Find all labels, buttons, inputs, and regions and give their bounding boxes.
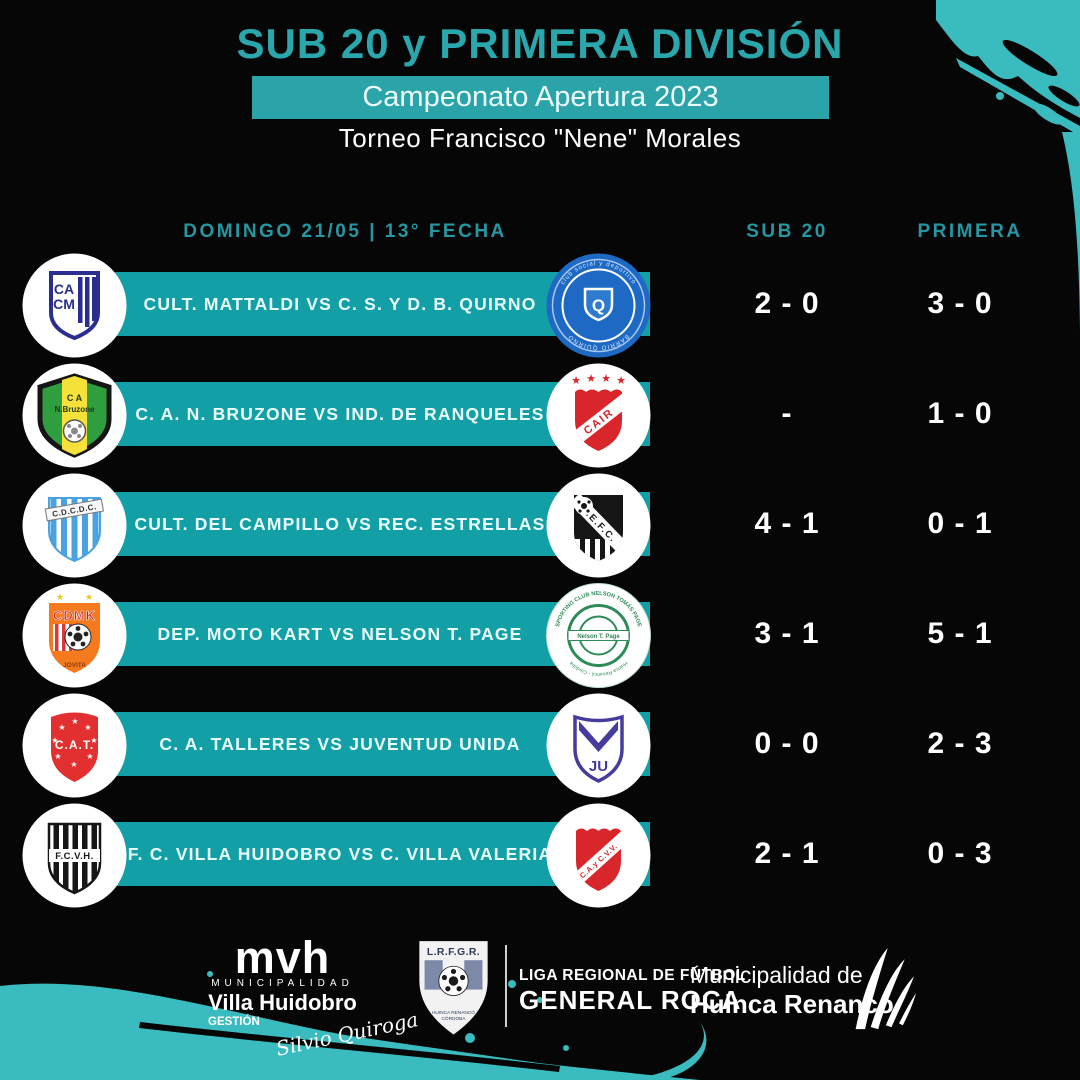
mvh-logo-block: mvh MUNICIPALIDAD Villa Huidobro GESTIÓN… bbox=[200, 932, 420, 1061]
liga-regional-block: LIGA REGIONAL DE FÚTBOL GENERAL ROCA bbox=[519, 967, 746, 1016]
svg-text:★: ★ bbox=[56, 592, 64, 602]
svg-text:★: ★ bbox=[54, 752, 61, 761]
lrfgr-province: CÓRDOBA bbox=[441, 1015, 466, 1022]
score-sub20: - bbox=[781, 397, 793, 430]
logo-letters: JOVITA bbox=[63, 662, 86, 669]
score-primera: 0 - 1 bbox=[927, 507, 993, 540]
svg-text:★: ★ bbox=[51, 736, 58, 745]
logo-letters: Nelson T. Page bbox=[577, 634, 620, 640]
svg-text:★: ★ bbox=[90, 736, 97, 745]
svg-text:★: ★ bbox=[616, 375, 626, 387]
match-label: DEP. MOTO KART VS NELSON T. PAGE bbox=[157, 623, 523, 644]
liga-regional-line2: GENERAL ROCA bbox=[519, 985, 742, 1015]
score-sub20: 2 - 0 bbox=[754, 287, 820, 320]
logo-cult-del-campillo: C.D.C.D.C. bbox=[22, 473, 127, 578]
match-label: C. A. N. BRUZONE VS IND. DE RANQUELES bbox=[135, 403, 545, 424]
match-label: CULT. MATTALDI VS C. S. Y D. B. QUIRNO bbox=[143, 293, 537, 314]
logo-letters: N.Bruzone bbox=[55, 405, 96, 414]
brush-decoration-bottom-left bbox=[0, 971, 707, 1080]
logo-independiente-ranqueles: ★ ★ ★ ★ CAIR bbox=[546, 363, 651, 468]
huinca-line1: Municipalidad de bbox=[690, 962, 863, 988]
score-primera: 1 - 0 bbox=[927, 397, 993, 430]
footer-divider bbox=[505, 945, 507, 1027]
column-header-date: DOMINGO 21/05 | 13° FECHA bbox=[183, 221, 507, 242]
svg-text:★: ★ bbox=[86, 752, 93, 761]
svg-text:★: ★ bbox=[85, 592, 93, 602]
score-primera: 0 - 3 bbox=[927, 837, 993, 870]
logo-letters: CA bbox=[54, 281, 74, 297]
logo-club-villa-valeria: C.A.y C.V.V. bbox=[546, 803, 651, 908]
logo-talleres: ★ ★ ★ ★ ★ ★ ★ ★ C.A.T. bbox=[22, 693, 127, 798]
column-header-primera: PRIMERA bbox=[917, 221, 1023, 242]
logo-deportivo-moto-kart: ★ ★ CDMK JOVITA bbox=[22, 583, 127, 688]
logo-bruzone: C A N.Bruzone bbox=[22, 363, 127, 468]
column-header-sub20: SUB 20 bbox=[746, 221, 828, 242]
svg-text:★: ★ bbox=[84, 723, 91, 732]
match-row-huidobro-valeria: F.C.V.H. F. C. VILLA HUIDOBRO VS C. VILL… bbox=[0, 803, 1080, 913]
score-primera: 3 - 0 bbox=[927, 287, 993, 320]
score-sub20: 3 - 1 bbox=[754, 617, 820, 650]
match-row-motokart-page: ★ ★ CDMK JOVITA DEP. MOTO KART VS bbox=[0, 583, 1080, 693]
logo-letters: CM bbox=[53, 296, 75, 312]
liga-regional-line1: LIGA REGIONAL DE FÚTBOL bbox=[519, 967, 746, 984]
tournament-subtitle: Torneo Francisco "Nene" Morales bbox=[338, 123, 742, 153]
logo-recreativo-estrellas: R.E.F.C. bbox=[546, 473, 651, 578]
match-row-bruzone-ranqueles: C A N.Bruzone C. A. N. BRUZONE VS IND. D… bbox=[0, 363, 1080, 473]
logo-letters: C.A.T. bbox=[55, 738, 94, 752]
logo-nelson-t-page: SPORTING CLUB NELSON TOMÁS PAGE Nelson T… bbox=[546, 583, 651, 688]
mvh-gestion-label: GESTIÓN bbox=[208, 1016, 260, 1029]
lrfgr-shield-logo: L.R.F.G.R. HUINCA RENANCÓ CÓRDOBA bbox=[419, 941, 488, 1035]
logo-juventud-unida: JU bbox=[546, 693, 651, 798]
brush-decoration-top-right bbox=[936, 0, 1080, 332]
logo-cult-mattaldi: CA CM bbox=[22, 253, 127, 358]
logo-letters: F.C.V.H. bbox=[55, 851, 94, 862]
mvh-logo: mvh bbox=[234, 932, 331, 983]
huinca-feathers-icon bbox=[855, 947, 916, 1030]
svg-text:★: ★ bbox=[71, 717, 78, 726]
score-primera: 5 - 1 bbox=[927, 617, 993, 650]
match-row-talleres-juventud: ★ ★ ★ ★ ★ ★ ★ ★ C.A.T. C. A. TALLERES VS… bbox=[0, 693, 1080, 803]
page-title: SUB 20 y PRIMERA DIVISIÓN bbox=[236, 20, 844, 67]
results-table: CA CM CULT. MATTALDI VS C. S. Y D. B. QU… bbox=[0, 253, 1080, 913]
logo-quirno: club social y deportivo BARRIO QUIRNO Q bbox=[546, 253, 651, 358]
match-row-campillo-estrellas: C.D.C.D.C. CULT. DEL CAMPILLO VS REC. ES… bbox=[0, 473, 1080, 583]
score-sub20: 4 - 1 bbox=[754, 507, 820, 540]
match-row-mattaldi-quirno: CA CM CULT. MATTALDI VS C. S. Y D. B. QU… bbox=[0, 253, 1080, 363]
logo-fc-villa-huidobro: F.C.V.H. bbox=[22, 803, 127, 908]
svg-text:★: ★ bbox=[58, 723, 65, 732]
mvh-municipalidad-label: MUNICIPALIDAD bbox=[211, 978, 354, 990]
score-sub20: 0 - 0 bbox=[754, 727, 820, 760]
svg-text:★: ★ bbox=[70, 760, 77, 769]
match-label: C. A. TALLERES VS JUVENTUD UNIDA bbox=[159, 733, 521, 754]
footer: mvh MUNICIPALIDAD Villa Huidobro GESTIÓN… bbox=[0, 920, 1080, 1080]
match-label: F. C. VILLA HUIDOBRO VS C. VILLA VALERIA bbox=[127, 843, 553, 864]
logo-letters: C A bbox=[67, 393, 83, 403]
mvh-city-label: Villa Huidobro bbox=[208, 990, 357, 1016]
svg-text:★: ★ bbox=[571, 375, 581, 387]
logo-letters: JU bbox=[589, 758, 608, 775]
match-label: CULT. DEL CAMPILLO VS REC. ESTRELLAS bbox=[134, 513, 546, 534]
lrfgr-initials: L.R.F.G.R. bbox=[427, 947, 480, 958]
score-primera: 2 - 3 bbox=[927, 727, 993, 760]
svg-text:★: ★ bbox=[601, 373, 611, 385]
logo-letters: Q bbox=[592, 296, 605, 315]
score-sub20: 2 - 1 bbox=[754, 837, 820, 870]
tournament-banner: Campeonato Apertura 2023 bbox=[252, 76, 829, 119]
svg-text:★: ★ bbox=[586, 373, 596, 385]
logo-letters: CDMK bbox=[53, 608, 96, 623]
lrfgr-city: HUINCA RENANCÓ bbox=[432, 1009, 475, 1016]
